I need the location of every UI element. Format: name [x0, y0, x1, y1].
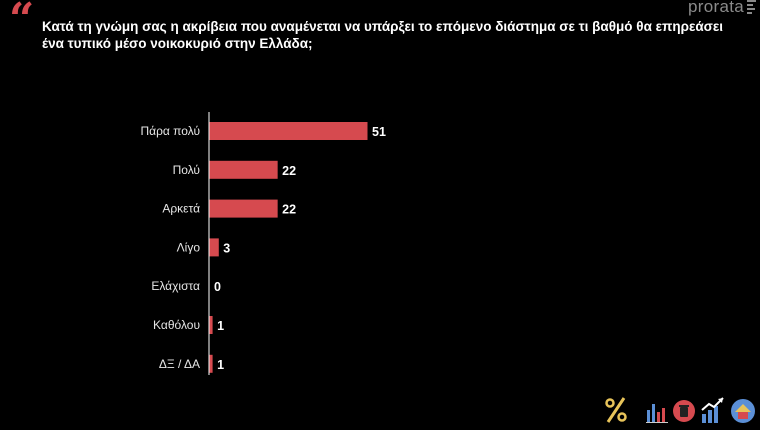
value-label: 1: [217, 319, 224, 333]
bar-chart-icon: [646, 404, 668, 423]
survey-question: Κατά τη γνώμη σας η ακρίβεια που αναμένε…: [42, 19, 724, 51]
bar: [209, 238, 219, 257]
value-label: 1: [217, 358, 224, 372]
value-label: 0: [214, 280, 221, 294]
value-label: 22: [282, 203, 296, 217]
value-label: 3: [223, 241, 230, 255]
brand-name: prorata: [688, 0, 744, 16]
category-label: Λίγο: [177, 240, 201, 254]
category-label: Πολύ: [173, 163, 200, 177]
category-label: Αρκετά: [162, 202, 200, 216]
value-label: 22: [282, 164, 296, 178]
bar: [209, 354, 213, 373]
bar: [209, 160, 278, 179]
trash-can-icon: [673, 400, 695, 422]
house-icon: [731, 399, 755, 423]
brand-logo: prorata: [688, 0, 756, 17]
quote-mark-icon: “: [9, 0, 35, 45]
bar: [209, 199, 278, 218]
bar: [209, 122, 368, 140]
category-label: ΔΞ / ΔΑ: [159, 357, 200, 371]
rising-chart-icon: [701, 397, 724, 423]
brand-bars-icon: [747, 0, 756, 14]
category-label: Καθόλου: [153, 318, 200, 332]
category-label: Πάρα πολύ: [140, 124, 200, 138]
category-label: Ελάχιστα: [151, 279, 200, 293]
value-label: 51: [372, 125, 386, 139]
percent-icon: [605, 397, 627, 423]
bars-group: Πάρα πολύ 51 Πολύ 22 Αρκετά 22 Λίγο 3 Ελάχιστα 0 Κ…: [140, 122, 386, 373]
bar: [209, 316, 213, 334]
